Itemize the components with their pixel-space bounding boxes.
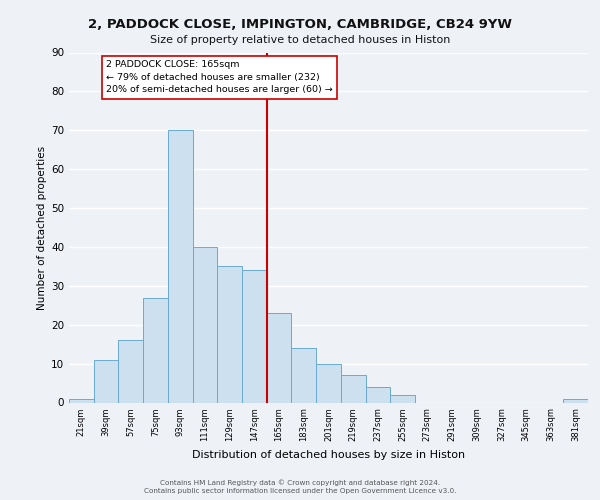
Bar bbox=[143, 298, 168, 403]
Bar bbox=[217, 266, 242, 402]
Text: 2 PADDOCK CLOSE: 165sqm
← 79% of detached houses are smaller (232)
20% of semi-d: 2 PADDOCK CLOSE: 165sqm ← 79% of detache… bbox=[106, 60, 333, 94]
Bar bbox=[390, 394, 415, 402]
Bar bbox=[118, 340, 143, 402]
Bar bbox=[267, 313, 292, 402]
Bar bbox=[242, 270, 267, 402]
Bar bbox=[292, 348, 316, 403]
Bar bbox=[94, 360, 118, 403]
Y-axis label: Number of detached properties: Number of detached properties bbox=[37, 146, 47, 310]
Bar bbox=[563, 398, 588, 402]
Bar bbox=[193, 247, 217, 402]
Text: 2, PADDOCK CLOSE, IMPINGTON, CAMBRIDGE, CB24 9YW: 2, PADDOCK CLOSE, IMPINGTON, CAMBRIDGE, … bbox=[88, 18, 512, 30]
Bar bbox=[69, 398, 94, 402]
Text: Contains HM Land Registry data © Crown copyright and database right 2024.
Contai: Contains HM Land Registry data © Crown c… bbox=[144, 479, 456, 494]
Bar bbox=[365, 387, 390, 402]
Bar bbox=[316, 364, 341, 403]
Bar bbox=[168, 130, 193, 402]
Text: Size of property relative to detached houses in Histon: Size of property relative to detached ho… bbox=[150, 35, 450, 45]
X-axis label: Distribution of detached houses by size in Histon: Distribution of detached houses by size … bbox=[192, 450, 465, 460]
Bar bbox=[341, 376, 365, 402]
